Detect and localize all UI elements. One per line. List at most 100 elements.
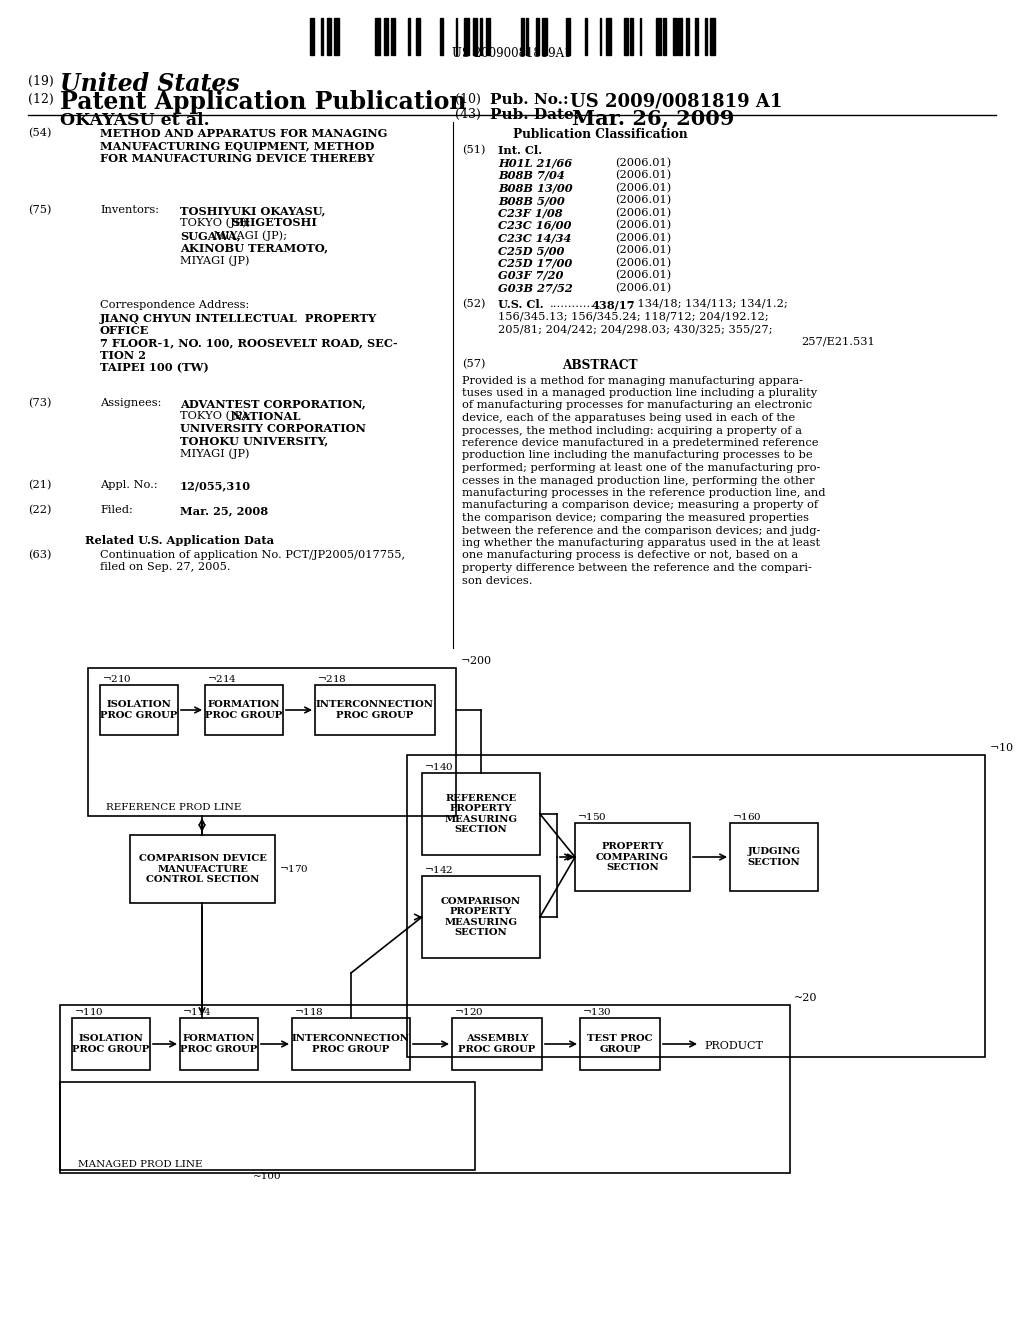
Text: (2006.01): (2006.01) xyxy=(615,182,672,193)
Text: ISOLATION
PROC GROUP: ISOLATION PROC GROUP xyxy=(73,1035,150,1053)
Text: (2006.01): (2006.01) xyxy=(615,257,672,268)
Text: ADVANTEST CORPORATION,: ADVANTEST CORPORATION, xyxy=(180,399,366,409)
Text: NATIONAL: NATIONAL xyxy=(231,411,301,421)
Text: G03B 27/52: G03B 27/52 xyxy=(498,282,572,293)
Text: (21): (21) xyxy=(28,480,51,490)
Text: $\neg$210: $\neg$210 xyxy=(102,673,132,684)
Bar xyxy=(580,1018,660,1071)
Text: INTERCONNECTION
PROC GROUP: INTERCONNECTION PROC GROUP xyxy=(292,1035,410,1053)
Bar xyxy=(473,18,477,55)
Text: Appl. No.:: Appl. No.: xyxy=(100,480,158,490)
Text: (75): (75) xyxy=(28,205,51,215)
Text: Filed:: Filed: xyxy=(100,506,133,515)
Bar xyxy=(464,18,469,55)
Text: TOSHIYUKI OKAYASU,: TOSHIYUKI OKAYASU, xyxy=(180,205,326,216)
Text: Publication Classification: Publication Classification xyxy=(513,128,687,141)
Text: US 2009/0081819 A1: US 2009/0081819 A1 xyxy=(570,92,782,111)
Text: (2006.01): (2006.01) xyxy=(615,170,672,181)
Text: (12): (12) xyxy=(28,92,53,106)
Text: $\neg$200: $\neg$200 xyxy=(460,653,492,667)
Text: Related U.S. Application Data: Related U.S. Application Data xyxy=(85,535,274,546)
Text: ASSEMBLY
PROC GROUP: ASSEMBLY PROC GROUP xyxy=(459,1035,536,1053)
Bar xyxy=(705,18,707,55)
Text: ; 134/18; 134/113; 134/1.2;: ; 134/18; 134/113; 134/1.2; xyxy=(630,300,787,309)
Text: tuses used in a managed production line including a plurality: tuses used in a managed production line … xyxy=(462,388,817,399)
Text: ~20: ~20 xyxy=(794,993,817,1003)
Bar xyxy=(100,685,178,735)
Text: cesses in the managed production line, performing the other: cesses in the managed production line, p… xyxy=(462,475,815,486)
Text: $\neg$110: $\neg$110 xyxy=(74,1006,103,1016)
Bar xyxy=(88,668,456,816)
Text: $\neg$170: $\neg$170 xyxy=(279,863,309,874)
Text: C23C 16/00: C23C 16/00 xyxy=(498,220,571,231)
Text: Correspondence Address:: Correspondence Address: xyxy=(100,300,249,310)
Text: (10): (10) xyxy=(455,92,481,106)
Bar xyxy=(536,18,539,55)
Text: B08B 7/04: B08B 7/04 xyxy=(498,170,565,181)
Text: SHIGETOSHI: SHIGETOSHI xyxy=(231,218,316,228)
Text: $\neg$140: $\neg$140 xyxy=(424,762,454,772)
Bar xyxy=(407,755,985,1057)
Text: processes, the method including: acquiring a property of a: processes, the method including: acquiri… xyxy=(462,425,802,436)
Text: $\neg$120: $\neg$120 xyxy=(454,1006,483,1016)
Text: (2006.01): (2006.01) xyxy=(615,207,672,218)
Bar xyxy=(686,18,689,55)
Text: (73): (73) xyxy=(28,399,51,408)
Bar xyxy=(60,1005,790,1173)
Text: $\neg$130: $\neg$130 xyxy=(582,1006,611,1016)
Text: Int. Cl.: Int. Cl. xyxy=(498,145,542,156)
Bar xyxy=(60,1082,475,1170)
Text: COMPARISON DEVICE
MANUFACTURE
CONTROL SECTION: COMPARISON DEVICE MANUFACTURE CONTROL SE… xyxy=(138,854,266,884)
Text: C25D 5/00: C25D 5/00 xyxy=(498,246,564,256)
Text: AKINOBU TERAMOTO,: AKINOBU TERAMOTO, xyxy=(180,243,328,253)
Text: (2006.01): (2006.01) xyxy=(615,246,672,255)
Bar xyxy=(408,18,410,55)
Bar xyxy=(695,18,698,55)
Text: performed; performing at least one of the manufacturing pro-: performed; performing at least one of th… xyxy=(462,463,820,473)
Text: METHOD AND APPARATUS FOR MANAGING: METHOD AND APPARATUS FOR MANAGING xyxy=(100,128,387,139)
Text: B08B 5/00: B08B 5/00 xyxy=(498,195,565,206)
Text: Provided is a method for managing manufacturing appara-: Provided is a method for managing manufa… xyxy=(462,375,803,385)
Text: (2006.01): (2006.01) xyxy=(615,232,672,243)
Bar xyxy=(656,18,662,55)
Text: 156/345.13; 156/345.24; 118/712; 204/192.12;: 156/345.13; 156/345.24; 118/712; 204/192… xyxy=(498,312,769,322)
Text: (2006.01): (2006.01) xyxy=(615,157,672,168)
Bar xyxy=(422,876,540,958)
Bar xyxy=(321,18,323,55)
Text: FOR MANUFACTURING DEVICE THEREBY: FOR MANUFACTURING DEVICE THEREBY xyxy=(100,153,375,164)
Text: B08B 13/00: B08B 13/00 xyxy=(498,182,572,194)
Text: Continuation of application No. PCT/JP2005/017755,: Continuation of application No. PCT/JP20… xyxy=(100,549,406,560)
Text: FORMATION
PROC GROUP: FORMATION PROC GROUP xyxy=(180,1035,258,1053)
Text: TAIPEI 100 (TW): TAIPEI 100 (TW) xyxy=(100,363,209,374)
Text: MIYAGI (JP): MIYAGI (JP) xyxy=(180,447,250,458)
Bar xyxy=(180,1018,258,1071)
Text: $\neg$118: $\neg$118 xyxy=(294,1006,324,1016)
Text: $\neg$160: $\neg$160 xyxy=(732,810,762,822)
Text: TOHOKU UNIVERSITY,: TOHOKU UNIVERSITY, xyxy=(180,436,329,446)
Text: COMPARISON
PROPERTY
MEASURING
SECTION: COMPARISON PROPERTY MEASURING SECTION xyxy=(441,896,521,937)
Bar xyxy=(130,836,275,903)
Text: ing whether the manufacturing apparatus used in the at least: ing whether the manufacturing apparatus … xyxy=(462,539,820,548)
Text: TION 2: TION 2 xyxy=(100,350,146,360)
Text: REFERENCE
PROPERTY
MEASURING
SECTION: REFERENCE PROPERTY MEASURING SECTION xyxy=(444,793,517,834)
Text: 257/E21.531: 257/E21.531 xyxy=(801,337,874,346)
Bar xyxy=(486,18,490,55)
Text: C25D 17/00: C25D 17/00 xyxy=(498,257,572,268)
Bar xyxy=(575,822,690,891)
Text: FORMATION
PROC GROUP: FORMATION PROC GROUP xyxy=(206,701,283,719)
Text: TEST PROC
GROUP: TEST PROC GROUP xyxy=(587,1035,652,1053)
Text: (57): (57) xyxy=(462,359,485,370)
Bar xyxy=(730,822,818,891)
Bar xyxy=(205,685,283,735)
Text: SUGAWA,: SUGAWA, xyxy=(180,230,241,242)
Text: TOKYO (JP);: TOKYO (JP); xyxy=(180,411,254,421)
Text: U.S. Cl.: U.S. Cl. xyxy=(498,300,544,310)
Bar xyxy=(416,18,420,55)
Text: ~100: ~100 xyxy=(253,1172,282,1181)
Text: production line including the manufacturing processes to be: production line including the manufactur… xyxy=(462,450,813,461)
Text: MIYAGI (JP): MIYAGI (JP) xyxy=(180,255,250,265)
Bar xyxy=(663,18,666,55)
Bar xyxy=(480,18,482,55)
Text: (2006.01): (2006.01) xyxy=(615,282,672,293)
Text: $\neg$142: $\neg$142 xyxy=(424,865,454,875)
